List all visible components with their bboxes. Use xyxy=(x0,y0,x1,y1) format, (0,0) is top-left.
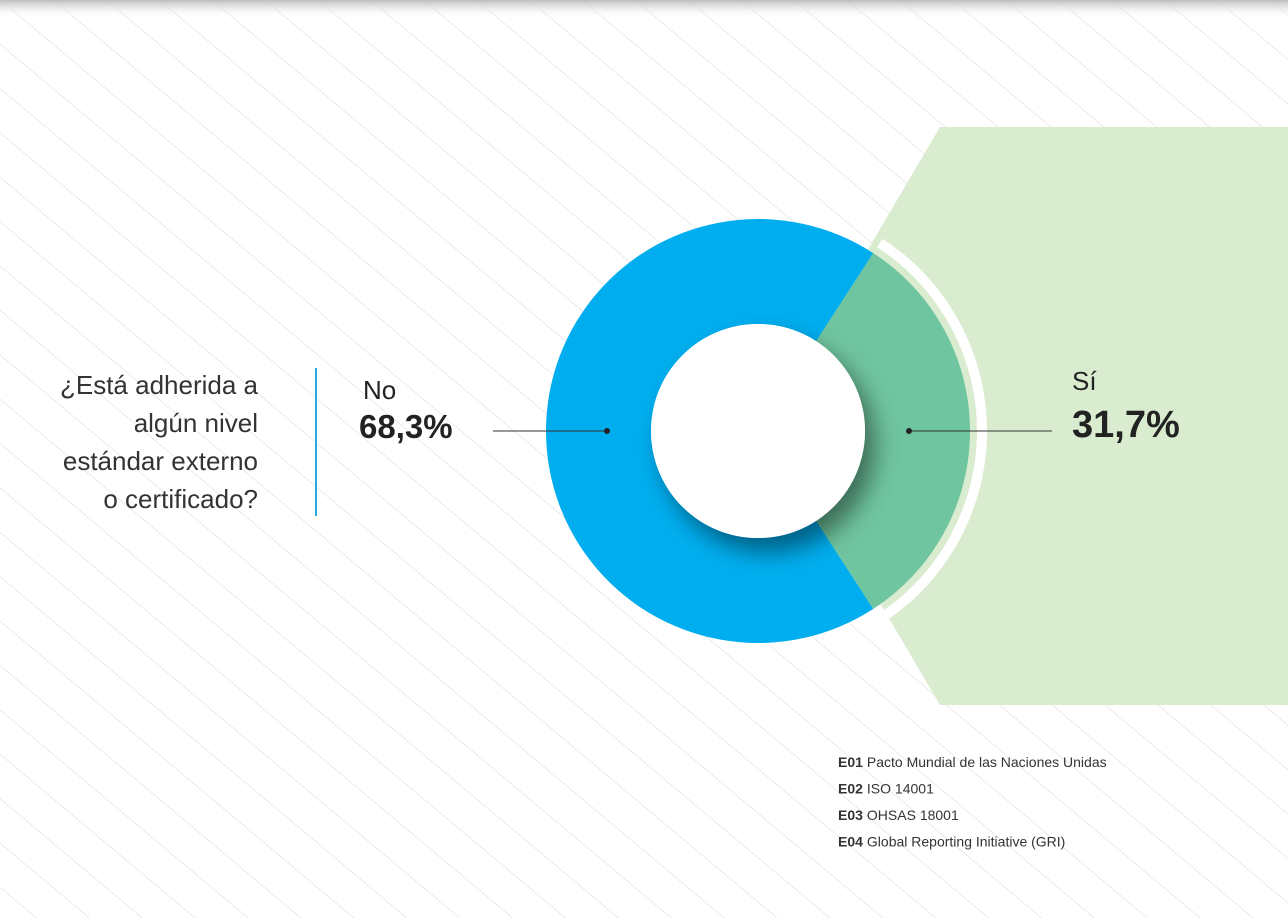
donut xyxy=(546,219,987,644)
note-code: E03 xyxy=(838,807,863,823)
top-shadow xyxy=(0,0,1288,18)
question-line: o certificado? xyxy=(103,484,258,514)
note: E04 Global Reporting Initiative (GRI) xyxy=(838,834,1065,850)
question-line: algún nivel xyxy=(134,408,258,438)
category-label: Sí xyxy=(1072,366,1097,396)
note: E02 ISO 14001 xyxy=(838,781,934,797)
value-label: 31,7% xyxy=(1072,404,1180,446)
donut-hole xyxy=(651,324,865,538)
leader-dot xyxy=(906,428,912,434)
note-text: Pacto Mundial de las Naciones Unidas xyxy=(867,754,1107,770)
slice xyxy=(546,219,874,644)
slice xyxy=(816,253,970,609)
note: E03 OHSAS 18001 xyxy=(838,807,959,823)
category-label: No xyxy=(363,375,396,405)
leader-dot xyxy=(604,428,610,434)
note-code: E04 xyxy=(838,834,863,850)
notes: E01 Pacto Mundial de las Naciones UnidasE… xyxy=(838,754,1107,850)
value-label: 68,3% xyxy=(359,408,453,445)
note: E01 Pacto Mundial de las Naciones Unidas xyxy=(838,754,1107,770)
note-text: ISO 14001 xyxy=(867,781,934,797)
note-code: E01 xyxy=(838,754,863,770)
note-code: E02 xyxy=(838,781,863,797)
question-line: estándar externo xyxy=(63,446,258,476)
question-line: ¿Está adherida a xyxy=(60,370,259,400)
note-text: Global Reporting Initiative (GRI) xyxy=(867,834,1065,850)
question: ¿Está adherida a algún nivel estándar exte… xyxy=(60,370,259,514)
note-text: OHSAS 18001 xyxy=(867,807,959,823)
